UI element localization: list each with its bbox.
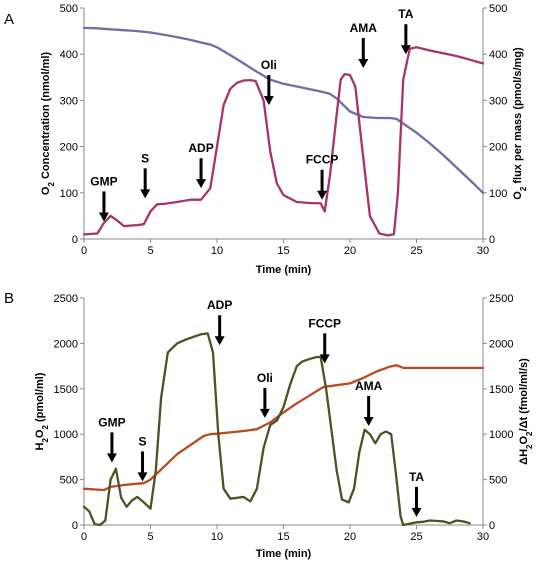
y-right-tick-label: 300 [489,95,507,107]
panel-a-letter: A [4,11,14,28]
annotation-arrow-head [140,189,151,199]
y-right-tick-label: 1500 [489,384,513,396]
y-right-tick-label: 0 [489,520,495,532]
y-right-axis-label-rest: flux per mass (pmol/s/mg) [512,47,524,187]
x-tick-label: 25 [410,245,422,257]
annotation-arrow-head [214,336,225,346]
y-left-axis-label-rest: Concentration (nmol/ml) [40,52,52,183]
y-left-axis-label-sub: 2 [41,438,50,443]
y-right-axis-label-rest: /Δt (fmol/ml/s) [518,358,530,432]
x-tick-label: 0 [81,531,87,543]
annotation-arrow-head [259,408,270,418]
y-right-tick-label: 400 [489,49,507,61]
annotation-label: FCCP [306,153,339,167]
annotation-arrow-head [106,453,117,463]
y-right-tick-label: 100 [489,188,507,200]
y-right-axis-label: O2 flux per mass (pmol/s/mg) [512,47,528,200]
y-left-axis-label-base: O [40,186,52,195]
y-left-tick-label: 300 [60,95,78,107]
annotation-arrow-head [137,472,148,482]
annotation-arrow-head [411,507,422,517]
x-tick-label: 0 [81,245,87,257]
annotation-label: Oli [257,371,273,385]
y-left-axis-label: O2 Concentration (nmol/ml) [40,52,56,196]
x-tick-label: 30 [477,245,489,257]
y-right-tick-label: 500 [489,475,507,487]
annotation-label: ADP [188,141,213,155]
y-right-axis-label-prefix: ΔH [518,449,530,465]
series-line-1 [82,364,485,492]
annotation-label: AMA [355,379,383,393]
y-left-tick-label: 2500 [54,293,78,305]
x-tick-label: 10 [211,531,223,543]
y-right-tick-label: 200 [489,142,507,154]
y-left-tick-label: 500 [60,3,78,15]
series-line-1 [82,26,485,194]
x-tick-label: 15 [277,531,289,543]
annotation-label: GMP [90,174,117,188]
y-right-tick-label: 2500 [489,293,513,305]
y-left-tick-label: 1000 [54,429,78,441]
panel-b-letter: B [4,290,14,307]
y-right-axis-label: ΔH2O2/Δt (fmol/ml/s) [518,358,534,465]
y-right-axis-label-sub: 2 [519,186,528,191]
annotation-label: S [141,151,149,165]
y-left-axis-label-rest: (pmol/ml) [34,372,46,425]
annotation-arrow-head [263,96,274,106]
y-left-axis-label-sub2: 2 [41,425,50,430]
annotation-label: S [139,434,147,448]
x-axis-label: Time (min) [256,264,312,276]
y-right-axis-label-sub: 2 [525,444,534,449]
panel-b-chart: 0 5 10 15 20 25 300500100015002000250005001000… [34,293,534,560]
x-tick-label: 5 [147,245,153,257]
annotation-arrow-head [317,190,328,200]
x-tick-label: 20 [344,531,356,543]
annotation-arrow-head [400,45,411,55]
y-left-tick-label: 400 [60,49,78,61]
y-right-tick-label: 0 [489,234,495,246]
y-left-tick-label: 2000 [54,338,78,350]
x-tick-label: 15 [277,245,289,257]
x-axis-label: Time (min) [256,548,312,560]
y-right-axis-label-sub2: 2 [525,431,534,436]
x-tick-label: 5 [147,531,153,543]
annotation-label: GMP [98,415,125,429]
x-tick-label: 20 [344,245,356,257]
y-right-axis-label-base: O [512,191,524,200]
y-left-axis-label-base2: O [34,429,46,438]
x-tick-label: 25 [410,531,422,543]
annotation-label: TA [409,470,424,484]
y-left-tick-label: 0 [72,234,78,246]
annotation-arrow-head [363,417,374,427]
y-left-axis-label-base: H [34,442,46,450]
y-left-axis-label-sub: 2 [47,182,56,187]
y-left-axis-label: H2O2 (pmol/ml) [34,372,50,450]
y-left-tick-label: 0 [72,520,78,532]
y-left-tick-label: 200 [60,142,78,154]
x-tick-label: 10 [211,245,223,257]
annotation-label: ADP [207,298,232,312]
annotation-arrow-head [98,212,109,222]
y-right-axis-label-base2: O [518,436,530,445]
series-line-2 [82,332,471,527]
annotation-label: FCCP [308,316,341,330]
y-left-tick-label: 100 [60,188,78,200]
y-left-tick-label: 1500 [54,384,78,396]
annotation-label: Oli [261,58,277,72]
y-right-tick-label: 1000 [489,429,513,441]
x-tick-label: 30 [477,531,489,543]
annotation-arrow-head [319,354,330,364]
annotation-label: AMA [350,21,378,35]
panel-a-chart: 0 5 10 15 20 25 300100200300400500010020030040… [40,3,528,276]
y-right-tick-label: 2000 [489,338,513,350]
y-left-tick-label: 500 [60,475,78,487]
series-line-2 [82,46,485,237]
annotation-arrow-head [358,59,369,69]
annotation-arrow-head [196,179,207,189]
y-right-tick-label: 500 [489,3,507,15]
annotation-label: TA [398,7,413,21]
